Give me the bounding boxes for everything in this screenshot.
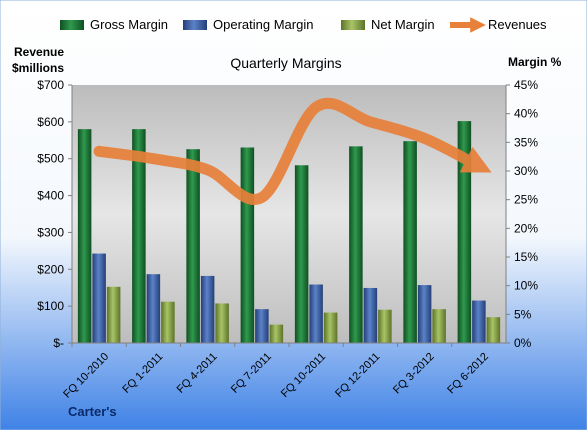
right-tick-label-1: 5% [514,307,532,321]
legend-swatch-net-margin [341,20,365,30]
bar-gross-margin-0 [77,129,92,343]
right-tick-label-3: 15% [514,250,538,264]
left-axis-title-line1: Revenue [14,45,64,59]
right-tick-label-6: 30% [514,164,538,178]
left-tick-label-4: $400 [37,189,64,203]
legend-item-operating-margin: Operating Margin [183,17,313,32]
bar-gross-margin-4 [294,165,309,343]
left-tick-label-3: $300 [37,225,64,239]
bar-operating-margin-2 [200,275,215,343]
revenue-line [93,97,492,205]
right-tick-label-7: 35% [514,135,538,149]
bar-net-margin-0 [106,286,121,343]
bar-net-margin-3 [269,324,284,343]
bar-net-margin-7 [486,317,501,343]
legend-swatch-operating-margin [183,20,207,30]
bar-net-margin-6 [432,309,446,343]
bar-operating-margin-3 [255,309,269,343]
bar-gross-margin-7 [457,121,472,344]
bar-operating-margin-4 [309,284,323,343]
legend-label-operating-margin: Operating Margin [213,17,313,32]
legend-label-net-margin: Net Margin [371,17,435,32]
left-tick-label-6: $600 [37,115,64,129]
bar-gross-margin-3 [240,147,255,343]
bar-gross-margin-6 [403,141,417,343]
legend-item-net-margin: Net Margin [341,17,435,32]
bar-operating-margin-0 [92,253,106,343]
left-tick-label-5: $500 [37,152,64,166]
right-tick-label-0: 0% [514,336,532,350]
legend-swatch-gross-margin [60,20,84,30]
legend-item-gross-margin: Gross Margin [60,17,168,32]
left-tick-label-1: $100 [37,299,64,313]
bar-net-margin-1 [161,301,175,343]
bar-net-margin-4 [323,312,338,343]
bar-gross-margin-2 [186,149,200,343]
bar-net-margin-5 [378,309,392,343]
bar-operating-margin-7 [472,300,486,343]
right-axis-title: Margin % [508,55,562,69]
left-tick-label-7: $700 [37,78,64,92]
bar-operating-margin-1 [146,274,161,343]
legend-item-revenues: Revenues [450,17,547,33]
legend-label-gross-margin: Gross Margin [90,17,168,32]
legend: Gross Margin Operating Margin Net Margin… [60,17,547,33]
chart-title: Quarterly Margins [230,55,341,71]
right-tick-label-2: 10% [514,279,538,293]
left-axis-title-line2: $millions [12,61,64,75]
left-tick-label-0: $- [53,336,64,350]
right-tick-label-4: 20% [514,221,538,235]
bar-operating-margin-5 [363,287,378,343]
bar-operating-margin-6 [417,285,432,343]
bar-gross-margin-5 [349,146,363,343]
right-tick-label-9: 45% [514,78,538,92]
bar-gross-margin-1 [132,129,146,343]
company-label: Carter's [68,404,117,419]
left-tick-label-2: $200 [37,262,64,276]
bar-net-margin-2 [215,303,229,343]
revenue-line-group [93,97,492,205]
right-tick-label-8: 40% [514,107,538,121]
legend-label-revenues: Revenues [488,17,547,32]
right-tick-label-5: 25% [514,193,538,207]
